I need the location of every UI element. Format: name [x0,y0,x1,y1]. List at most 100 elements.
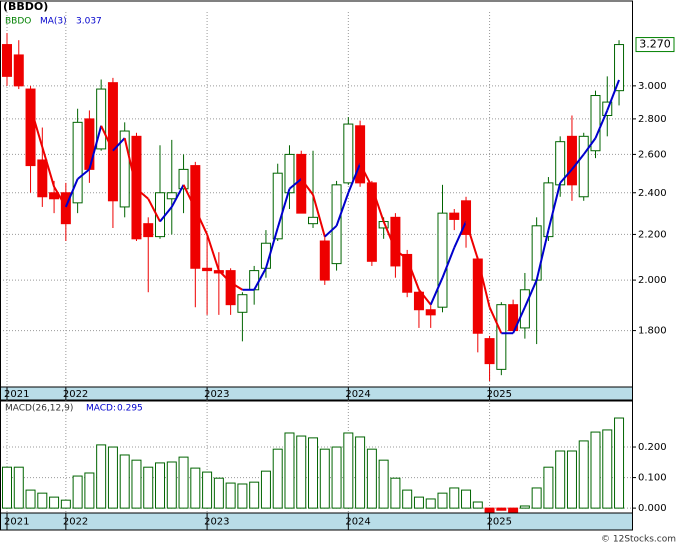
candle-body [37,159,48,198]
macd-bar [260,470,271,509]
macd-bar [484,507,495,513]
ma-segment [100,125,114,152]
macd-bar [225,482,236,509]
candle-body [25,88,36,167]
ma-segment [335,192,350,227]
candle-body [319,240,330,281]
candle-body [614,44,625,92]
macd-bar [390,477,401,509]
macd-bar [296,435,307,509]
ma-segment [29,106,44,148]
macd-bar [49,496,60,509]
candle-body [461,200,472,235]
macd-bar [413,496,424,509]
ma-segment [324,225,338,238]
candle-body [531,225,542,281]
ma-segment [53,186,67,208]
candle-body [249,270,260,291]
legend-ma-value: 3.037 [76,17,102,27]
ma-segment [159,206,173,223]
y-tick-label: 2.000 [638,275,667,286]
macd-bar [614,417,625,509]
legend-ma: MA(3) [40,17,67,27]
macd-bar [249,481,260,509]
y-tick-label: 1.800 [638,326,667,337]
candle-body [366,182,377,262]
macd-bar [378,459,389,509]
last-value-label: 3.270 [639,38,671,51]
legend-macd: MACD [86,404,113,414]
ma-segment [276,188,291,229]
ma-segment [571,153,585,170]
panel-frame [0,0,633,402]
macd-bar [96,444,107,509]
candle-body [413,291,424,311]
macd-bar [461,489,472,509]
legend-macd-colon: : [113,404,116,414]
ma-segment [218,269,232,284]
ma-segment [429,277,444,306]
macd-bar [602,429,613,509]
macd-bar [496,507,507,511]
ma-segment [465,221,479,260]
ma-segment [359,163,373,188]
y-tick-label: 0.100 [638,473,667,484]
ma-segment [594,110,609,139]
macd-bar [155,462,166,509]
candle-body [72,121,83,204]
macd-bar [402,489,413,509]
macd-bar [25,489,36,509]
macd-bar [331,446,342,509]
x-tick-label: 2021 [4,517,29,528]
ma-segment [512,306,526,334]
macd-bar [308,437,319,509]
date-strip [0,386,633,402]
ma-segment [441,247,456,279]
ma-segment [112,137,126,152]
macd-bar [190,467,201,509]
ma-segment [406,258,420,291]
macd-bar [319,448,330,509]
candle-body [449,212,460,220]
ma-segment [253,267,267,291]
macd-bar [166,461,177,509]
macd-bar [519,505,530,509]
candle-body [590,95,601,152]
x-tick-label: 2021 [4,389,29,400]
candle-body [202,267,213,272]
ma-segment [147,198,161,223]
macd-bar [13,466,24,509]
candle-body [484,338,495,365]
candle-body [60,192,71,225]
ma-segment [300,178,314,196]
macd-bar [590,431,601,509]
y-tick-label: 2.600 [638,149,667,160]
ma-segment [582,137,597,155]
macd-bar [449,487,460,509]
ma-segment [76,168,91,180]
legend-price: BBDO [5,17,31,27]
candle-body [166,192,177,200]
x-tick-label: 2024 [345,517,370,528]
candle-body [355,125,366,184]
ma-segment [547,182,562,231]
macd-bar [355,436,366,509]
ma-segment [559,168,573,184]
ma-segment [264,227,279,269]
ma-segment [476,258,491,308]
macd-bar [178,456,189,509]
candle-body [13,54,24,87]
last-value-box [635,37,675,53]
ma-segment [64,178,79,208]
candle-body [284,153,295,194]
macd-bar [566,450,577,509]
macd-bar [84,472,95,509]
macd-bar [343,432,354,509]
ma-segment [288,178,302,190]
ma-segment [230,281,243,291]
y-tick-label: 0.000 [638,503,667,514]
y-tick-label: 2.800 [638,114,667,125]
x-tick-label: 2025 [487,517,512,528]
candle-body [566,135,577,186]
ma-segment [418,289,432,306]
